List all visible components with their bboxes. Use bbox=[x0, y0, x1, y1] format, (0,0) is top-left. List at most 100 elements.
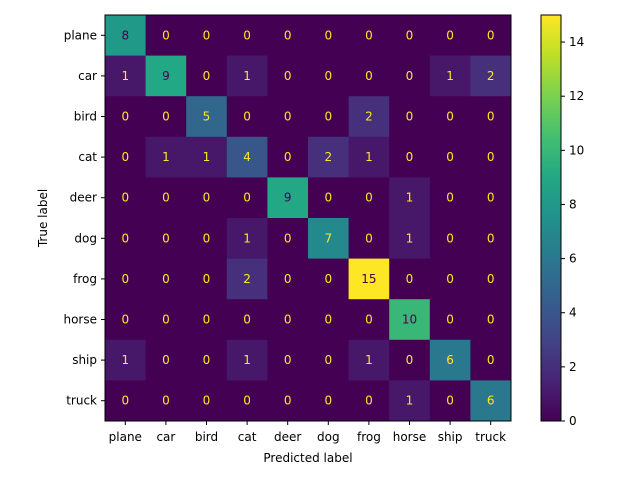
heatmap-cell bbox=[145, 96, 187, 138]
heatmap-cell bbox=[389, 218, 431, 260]
heatmap-cell bbox=[348, 339, 390, 381]
cell-value-label: 0 bbox=[324, 272, 332, 286]
heatmap-cell bbox=[226, 339, 268, 381]
heatmap-cell bbox=[308, 380, 350, 422]
cell-value-label: 0 bbox=[324, 313, 332, 327]
cell-value-label: 0 bbox=[487, 191, 495, 205]
colorbar-tick-label: 2 bbox=[569, 360, 577, 374]
cell-value-label: 0 bbox=[121, 110, 129, 124]
heatmap-cell bbox=[389, 55, 431, 97]
cell-value-label: 0 bbox=[243, 394, 251, 408]
cell-value-label: 0 bbox=[446, 394, 454, 408]
heatmap-cell bbox=[429, 299, 471, 341]
cell-value-label: 1 bbox=[406, 394, 414, 408]
cell-value-label: 0 bbox=[203, 69, 211, 83]
cell-value-label: 0 bbox=[365, 394, 373, 408]
cell-value-label: 0 bbox=[365, 28, 373, 42]
cell-value-label: 0 bbox=[121, 191, 129, 205]
heatmap-cell bbox=[348, 380, 390, 422]
heatmap-cell bbox=[267, 15, 309, 57]
cell-value-label: 1 bbox=[162, 150, 170, 164]
heatmap-cell bbox=[105, 15, 147, 57]
cell-value-label: 0 bbox=[162, 272, 170, 286]
heatmap-cell bbox=[429, 55, 471, 97]
x-tick-label: horse bbox=[393, 430, 427, 444]
heatmap-cell bbox=[105, 136, 147, 178]
heatmap-cell bbox=[470, 177, 512, 219]
heatmap-cell bbox=[186, 55, 228, 97]
heatmap-cell bbox=[348, 136, 390, 178]
x-axis-label: Predicted label bbox=[263, 451, 352, 465]
cell-value-label: 0 bbox=[406, 150, 414, 164]
cell-value-label: 0 bbox=[406, 28, 414, 42]
heatmap-cell bbox=[145, 136, 187, 178]
cell-value-label: 0 bbox=[121, 231, 129, 245]
heatmap-cell bbox=[105, 218, 147, 260]
heatmap-cell bbox=[226, 96, 268, 138]
heatmap-cell bbox=[389, 339, 431, 381]
cell-value-label: 0 bbox=[487, 150, 495, 164]
heatmap-cell bbox=[348, 55, 390, 97]
cell-value-label: 1 bbox=[121, 69, 129, 83]
heatmap-cell bbox=[186, 299, 228, 341]
cell-value-label: 2 bbox=[243, 272, 251, 286]
heatmap-cell bbox=[186, 96, 228, 138]
cell-value-label: 0 bbox=[203, 231, 211, 245]
heatmap-cell bbox=[308, 96, 350, 138]
heatmap-cell bbox=[429, 258, 471, 300]
colorbar-ticks: 0 2 4 6 8 10 12 14 bbox=[561, 35, 584, 428]
cell-value-label: 0 bbox=[243, 110, 251, 124]
cell-value-label: 0 bbox=[162, 28, 170, 42]
heatmap-cell bbox=[348, 96, 390, 138]
cell-value-label: 1 bbox=[121, 353, 129, 367]
cell-value-label: 0 bbox=[446, 150, 454, 164]
heatmap-cell bbox=[470, 136, 512, 178]
heatmap-cell bbox=[267, 380, 309, 422]
heatmap-cell bbox=[145, 380, 187, 422]
heatmap-cell bbox=[226, 136, 268, 178]
y-axis-ticks: plane car bird cat deer dog frog horse ship truck bbox=[63, 28, 105, 408]
heatmap-cell bbox=[389, 96, 431, 138]
cell-value-label: 0 bbox=[243, 191, 251, 205]
heatmap-cell bbox=[470, 258, 512, 300]
cell-value-label: 2 bbox=[487, 69, 495, 83]
y-tick-label: car bbox=[78, 69, 97, 83]
x-tick-label: deer bbox=[274, 430, 301, 444]
heatmap-cell bbox=[186, 218, 228, 260]
cell-value-label: 9 bbox=[284, 191, 292, 205]
cell-value-label: 0 bbox=[365, 191, 373, 205]
cell-value-label: 0 bbox=[446, 272, 454, 286]
cell-value-label: 0 bbox=[487, 313, 495, 327]
cell-value-label: 0 bbox=[284, 394, 292, 408]
heatmap-cell bbox=[267, 177, 309, 219]
heatmap-cell bbox=[308, 339, 350, 381]
colorbar-tick-label: 6 bbox=[569, 252, 577, 266]
cell-value-label: 0 bbox=[406, 110, 414, 124]
cell-value-label: 0 bbox=[324, 353, 332, 367]
cell-value-label: 0 bbox=[324, 394, 332, 408]
cell-value-label: 0 bbox=[284, 231, 292, 245]
cell-value-label: 0 bbox=[203, 272, 211, 286]
heatmap-cell bbox=[105, 96, 147, 138]
x-tick-label: plane bbox=[109, 430, 142, 444]
y-tick-label: deer bbox=[70, 191, 97, 205]
heatmap-cell bbox=[145, 339, 187, 381]
cell-value-label: 0 bbox=[487, 231, 495, 245]
cell-value-label: 0 bbox=[365, 231, 373, 245]
cell-value-label: 2 bbox=[365, 110, 373, 124]
heatmap-cell bbox=[470, 299, 512, 341]
y-tick-label: bird bbox=[74, 110, 97, 124]
cell-value-label: 9 bbox=[162, 69, 170, 83]
cell-value-label: 1 bbox=[365, 150, 373, 164]
heatmap-cell bbox=[226, 177, 268, 219]
cell-value-label: 0 bbox=[162, 231, 170, 245]
heatmap-cell bbox=[470, 15, 512, 57]
heatmap-cell bbox=[267, 339, 309, 381]
heatmap-cell bbox=[105, 258, 147, 300]
heatmap-cell bbox=[308, 15, 350, 57]
heatmap-cell bbox=[267, 299, 309, 341]
heatmap-cell bbox=[470, 55, 512, 97]
y-axis-label: True label bbox=[36, 189, 50, 248]
cell-value-label: 7 bbox=[324, 231, 332, 245]
